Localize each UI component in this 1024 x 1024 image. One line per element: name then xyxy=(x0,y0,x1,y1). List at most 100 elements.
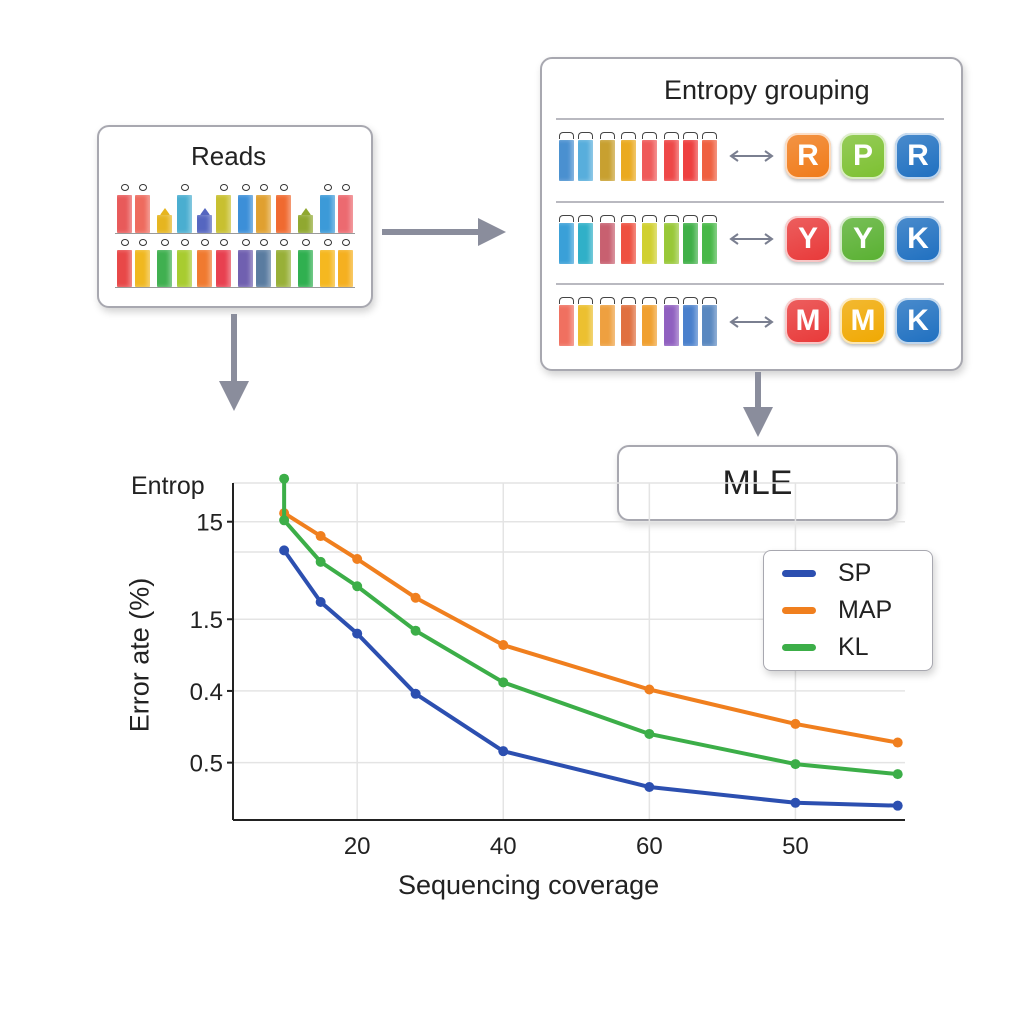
badge-m: M xyxy=(785,298,831,344)
read-bar xyxy=(559,223,574,264)
read-bar xyxy=(298,250,313,287)
entropy-grouping-title: Entropy grouping xyxy=(664,75,870,105)
legend: SP MAP KL xyxy=(763,550,933,671)
read-bar xyxy=(117,250,132,287)
read-cap-mark xyxy=(600,215,615,222)
read-bar xyxy=(256,250,271,287)
badge-y: Y xyxy=(840,216,886,262)
row-divider xyxy=(556,283,944,285)
read-cap-mark xyxy=(600,132,615,139)
data-point-sp xyxy=(892,800,903,811)
arrow-down-icon xyxy=(219,381,249,411)
read-cap-mark xyxy=(242,239,250,246)
read-bar xyxy=(621,140,636,181)
data-point-kl xyxy=(279,473,290,484)
legend-swatch-sp xyxy=(782,570,816,577)
read-bar xyxy=(197,250,212,287)
read-cap-mark xyxy=(578,297,593,304)
data-point-kl xyxy=(790,759,801,770)
read-bar xyxy=(559,305,574,346)
read-cap-mark xyxy=(342,239,350,246)
read-cap-mark xyxy=(324,184,332,191)
read-bar xyxy=(338,250,353,287)
chart-corner-label: Entrop xyxy=(131,472,205,500)
read-bar xyxy=(238,250,253,287)
badge-k: K xyxy=(895,216,941,262)
read-bar xyxy=(177,195,192,233)
read-bar xyxy=(157,250,172,287)
double-arrow-left-icon xyxy=(729,316,739,328)
y-tick-label: 0.4 xyxy=(190,679,223,706)
read-bar xyxy=(621,305,636,346)
data-point-kl xyxy=(892,769,903,780)
double-arrow-left-icon xyxy=(729,150,739,162)
legend-swatch-map xyxy=(782,607,816,614)
read-bar xyxy=(642,305,657,346)
x-tick-label: 60 xyxy=(636,833,663,860)
series-line-sp xyxy=(282,548,900,808)
read-bar xyxy=(578,140,593,181)
read-bar xyxy=(135,250,150,287)
read-cap-mark xyxy=(242,184,250,191)
read-bar xyxy=(600,305,615,346)
data-point-map xyxy=(410,592,421,603)
data-point-map xyxy=(352,554,363,565)
read-cap-mark xyxy=(642,132,657,139)
read-bar xyxy=(642,140,657,181)
read-bar xyxy=(238,195,253,233)
read-cap-mark xyxy=(121,239,129,246)
legend-swatch-kl xyxy=(782,644,816,651)
read-bar-tip xyxy=(160,208,170,215)
read-cap-mark xyxy=(578,132,593,139)
x-tick-label: 20 xyxy=(344,833,371,860)
read-bar xyxy=(683,140,698,181)
read-cap-mark xyxy=(664,132,679,139)
data-point-kl xyxy=(279,515,290,526)
read-cap-mark xyxy=(664,215,679,222)
read-bar xyxy=(621,223,636,264)
read-cap-mark xyxy=(683,132,698,139)
read-bar xyxy=(298,215,313,233)
read-bar xyxy=(664,223,679,264)
read-bar xyxy=(664,305,679,346)
read-bar xyxy=(135,195,150,233)
double-arrow-right-icon xyxy=(764,150,774,162)
read-bar xyxy=(600,140,615,181)
read-bar xyxy=(338,195,353,233)
read-bar xyxy=(216,195,231,233)
badge-m: M xyxy=(840,298,886,344)
badge-k: K xyxy=(895,298,941,344)
data-point-kl xyxy=(352,581,363,592)
data-point-map xyxy=(315,531,326,542)
read-bar xyxy=(664,140,679,181)
entropy-grouping-panel: Entropy grouping xyxy=(540,57,963,371)
read-cap-mark xyxy=(702,215,717,222)
badge-y: Y xyxy=(785,216,831,262)
read-bar xyxy=(702,305,717,346)
read-cap-mark xyxy=(600,297,615,304)
data-point-sp xyxy=(279,545,290,556)
read-cap-mark xyxy=(324,239,332,246)
read-bar xyxy=(276,250,291,287)
arrow-right-icon xyxy=(478,218,506,246)
series-line-map xyxy=(282,511,900,745)
read-cap-mark xyxy=(280,184,288,191)
read-baseline xyxy=(115,233,355,234)
y-tick-label: 1.5 xyxy=(190,607,223,634)
read-cap-mark xyxy=(702,132,717,139)
data-point-sp xyxy=(315,597,326,608)
double-arrow-right-icon xyxy=(764,233,774,245)
read-bar xyxy=(276,195,291,233)
legend-label-kl: KL xyxy=(838,633,869,661)
badge-r: R xyxy=(785,133,831,179)
read-cap-mark xyxy=(181,239,189,246)
read-cap-mark xyxy=(302,239,310,246)
read-cap-mark xyxy=(280,239,288,246)
x-axis-label: Sequencing coverage xyxy=(398,870,660,900)
data-point-map xyxy=(644,684,655,695)
read-bar xyxy=(256,195,271,233)
data-point-map xyxy=(498,640,509,651)
data-point-kl xyxy=(498,677,509,688)
read-bar xyxy=(197,215,212,233)
